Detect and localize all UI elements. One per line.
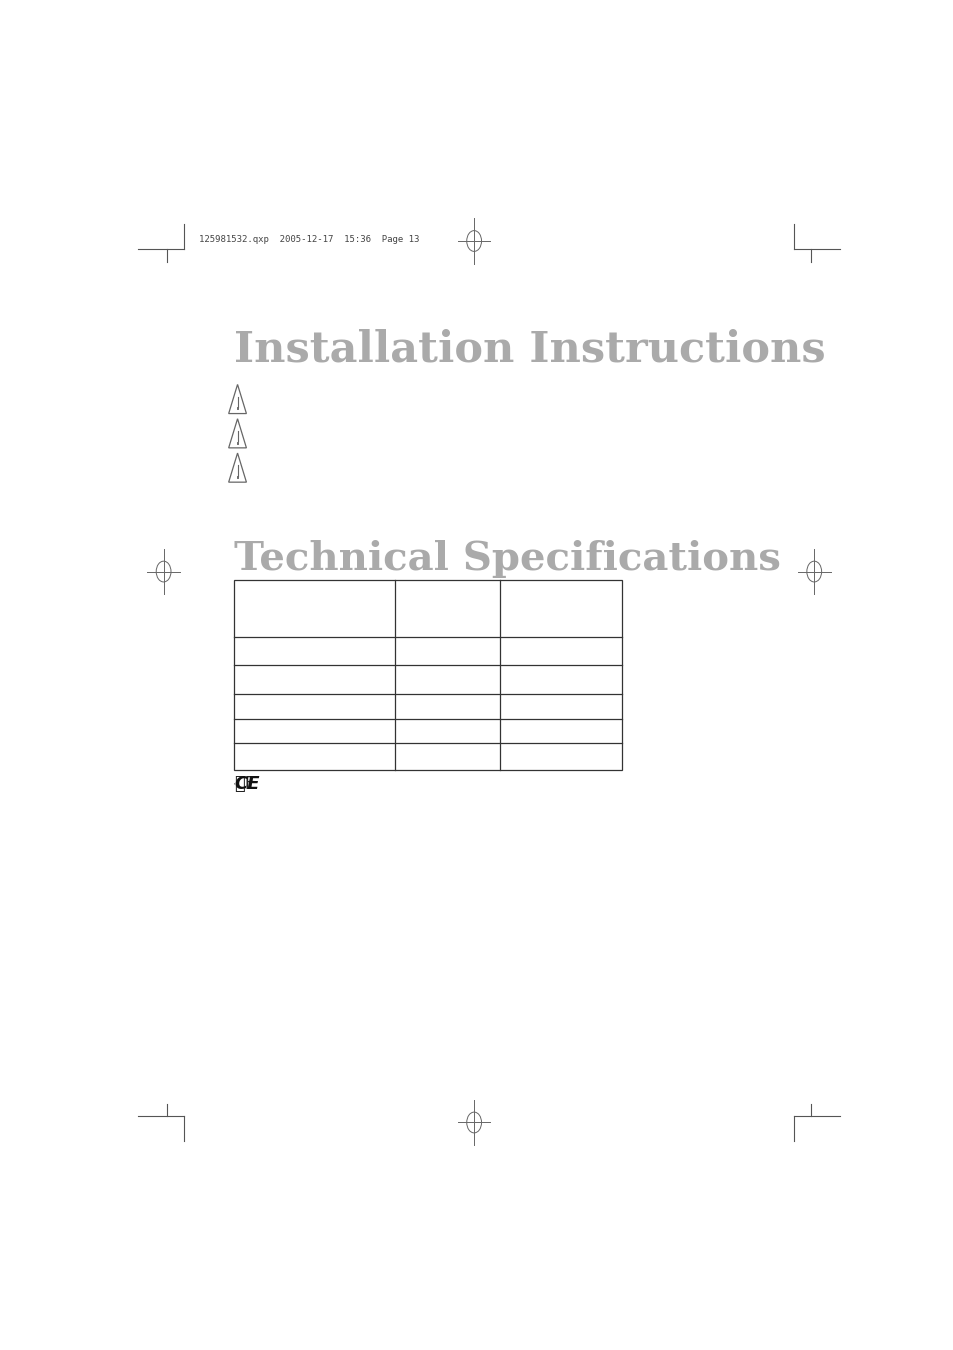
- Text: ⒸE: ⒸE: [233, 775, 255, 792]
- Bar: [233, 580, 621, 770]
- Text: Technical Specifications: Technical Specifications: [233, 540, 780, 578]
- Text: CE: CE: [233, 775, 259, 792]
- Text: C€E: C€E: [233, 775, 266, 792]
- Text: Installation Instructions: Installation Instructions: [233, 328, 824, 370]
- Text: 125981532.qxp  2005-12-17  15:36  Page 13: 125981532.qxp 2005-12-17 15:36 Page 13: [199, 235, 419, 244]
- Text: ⒸE: ⒸE: [233, 783, 235, 784]
